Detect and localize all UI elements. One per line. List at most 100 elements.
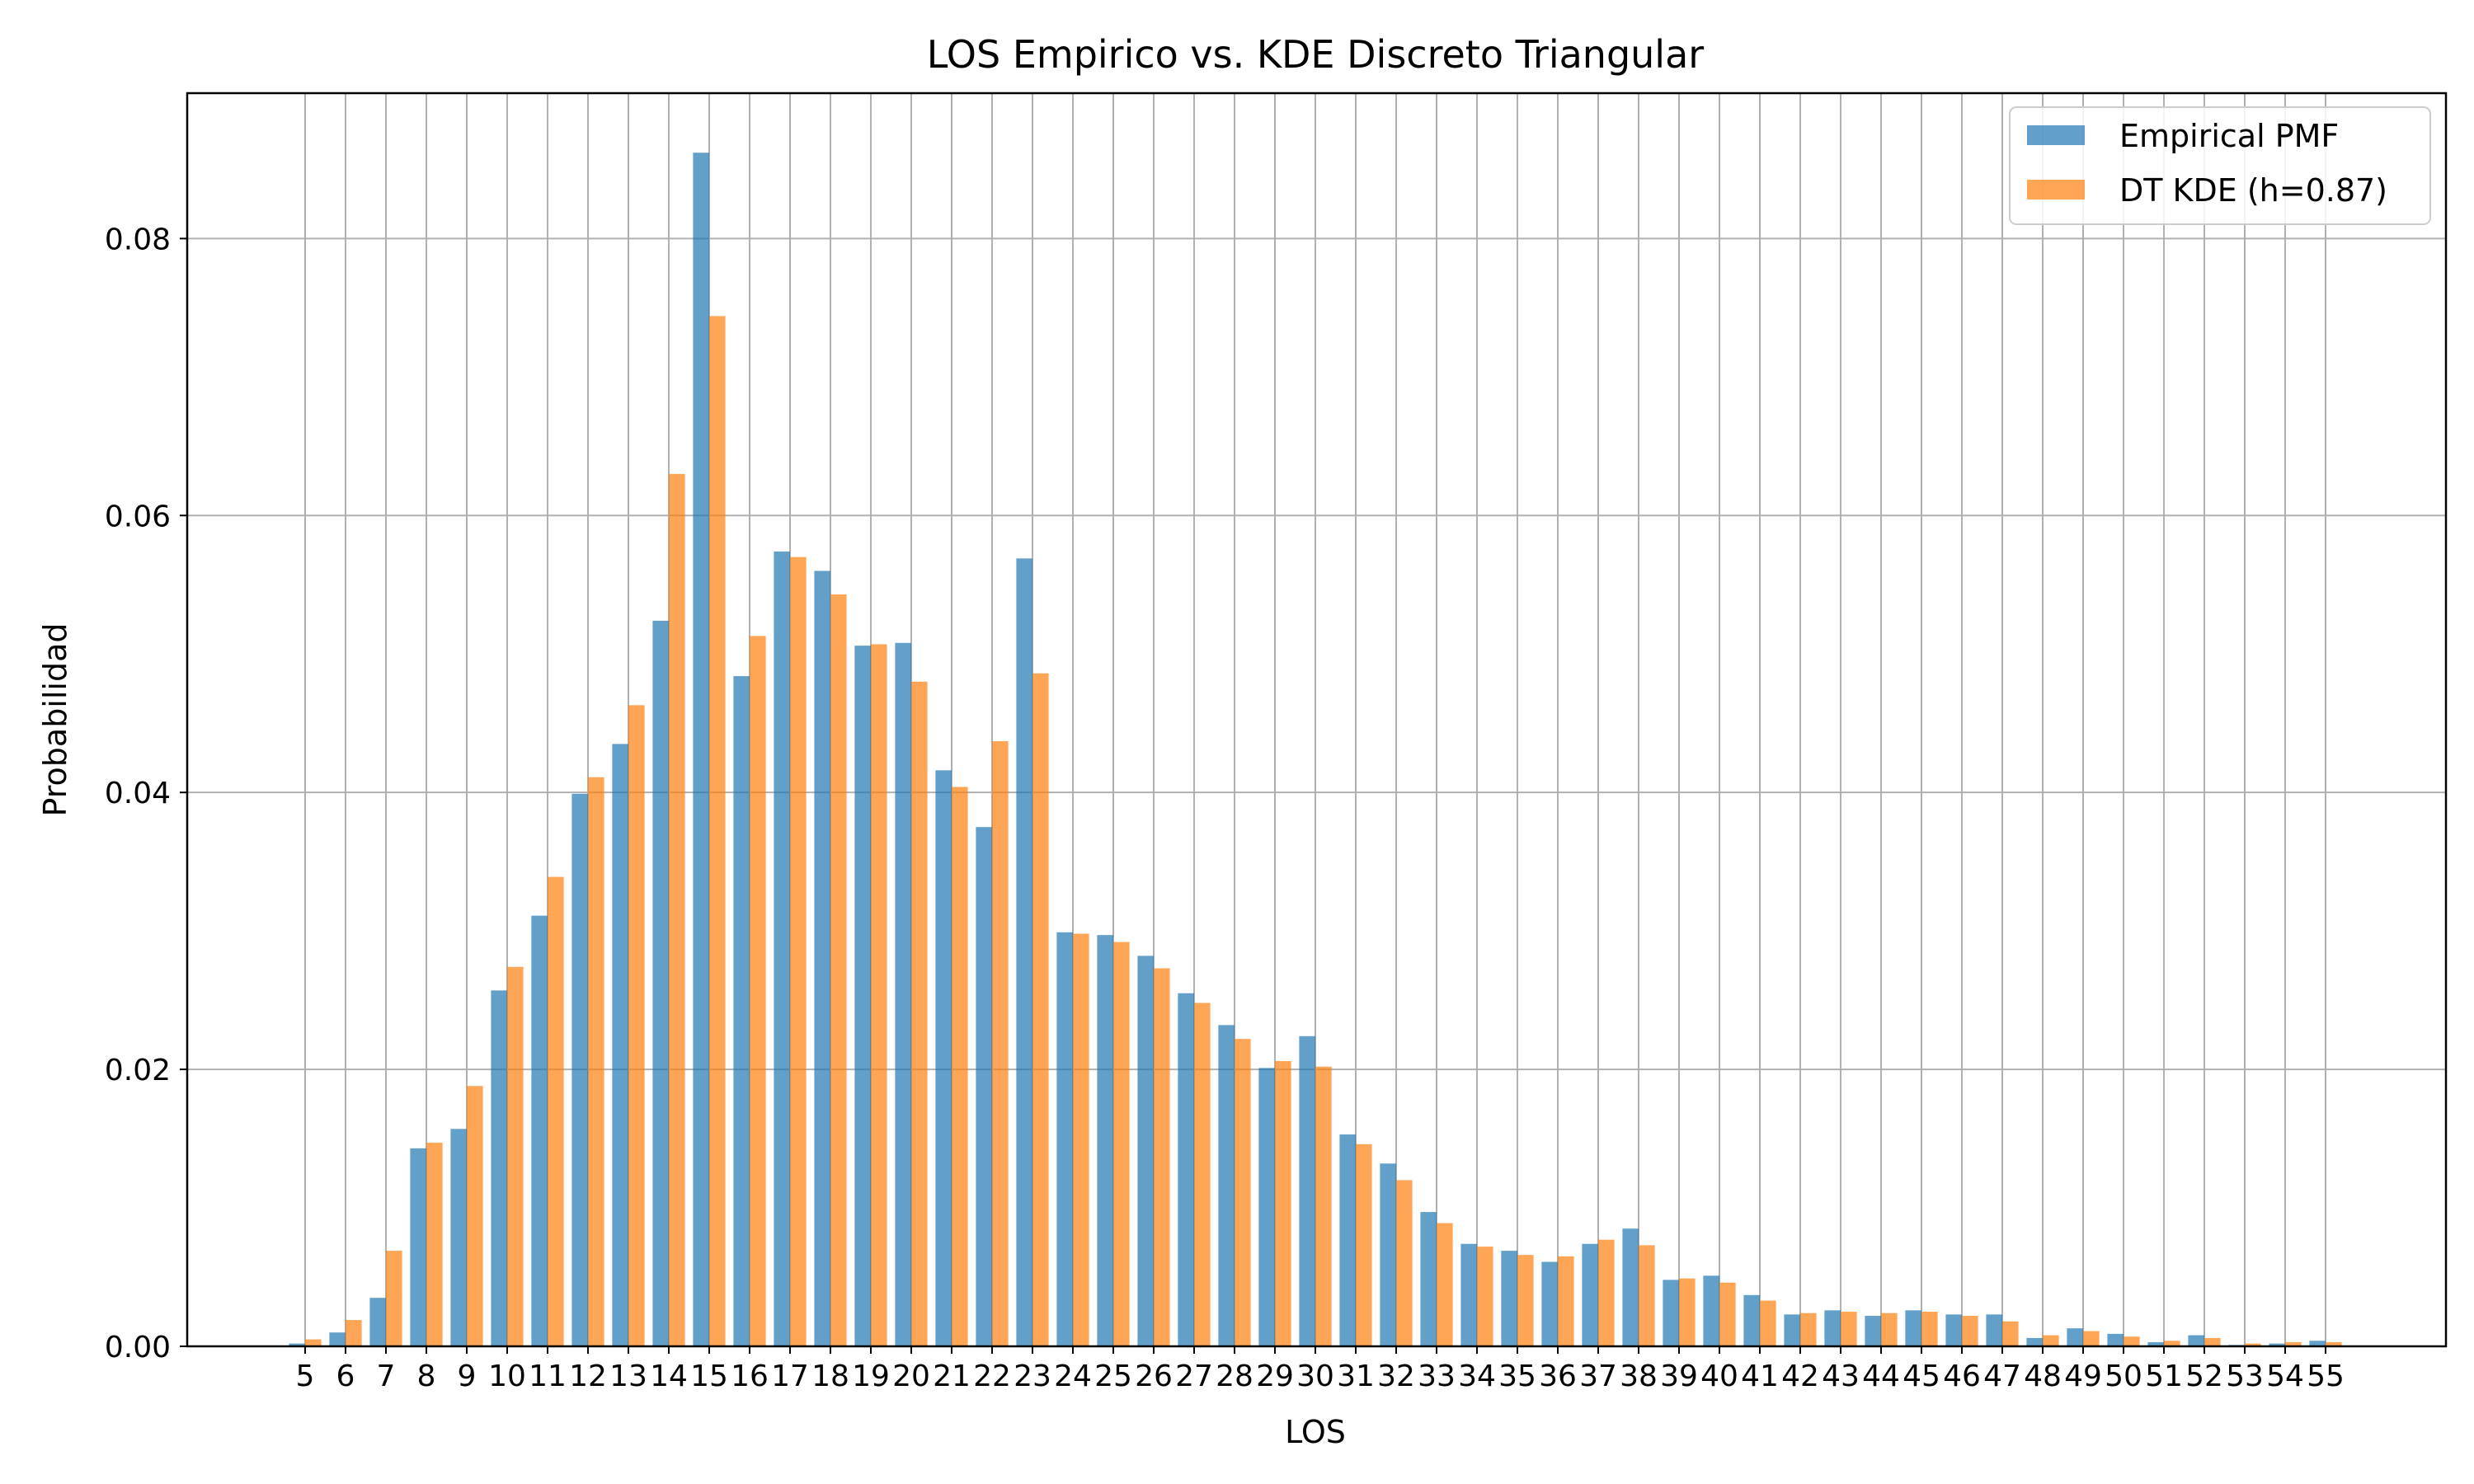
bar-empirical-50 [2107, 1333, 2124, 1346]
bar-kde-13 [628, 705, 645, 1346]
bar-kde-41 [1760, 1300, 1776, 1346]
bar-kde-10 [507, 966, 524, 1346]
bar-empirical-26 [1137, 956, 1154, 1346]
bar-kde-12 [588, 777, 604, 1346]
bar-kde-45 [1921, 1312, 1938, 1346]
bar-kde-37 [1598, 1239, 1615, 1346]
bar-kde-17 [790, 556, 807, 1346]
bar-kde-8 [426, 1143, 443, 1346]
bar-kde-9 [467, 1086, 483, 1346]
bar-empirical-52 [2188, 1335, 2204, 1346]
bar-empirical-23 [1016, 558, 1032, 1346]
bar-empirical-48 [2026, 1337, 2043, 1346]
x-axis-label: LOS [1285, 1414, 1346, 1450]
x-tick-label: 5 [296, 1360, 315, 1393]
legend-box [2009, 106, 2431, 225]
x-tick-label: 27 [1175, 1360, 1213, 1393]
bar-kde-54 [2285, 1341, 2302, 1346]
y-tick-label: 0.02 [105, 1054, 171, 1087]
x-tick-label: 20 [892, 1360, 930, 1393]
x-tick-label: 29 [1256, 1360, 1294, 1393]
bar-empirical-41 [1743, 1294, 1760, 1346]
bar-empirical-19 [854, 646, 871, 1346]
x-tick-label: 50 [2105, 1360, 2142, 1393]
bar-empirical-10 [491, 990, 507, 1346]
x-tick-label: 45 [1903, 1360, 1940, 1393]
bar-kde-20 [911, 681, 928, 1346]
bar-empirical-14 [652, 620, 669, 1346]
bar-empirical-6 [329, 1332, 346, 1346]
x-tick-label: 32 [1377, 1360, 1415, 1393]
x-tick-label: 22 [973, 1360, 1011, 1393]
bar-empirical-28 [1218, 1025, 1235, 1346]
bar-empirical-25 [1097, 935, 1113, 1346]
x-tick-label: 17 [771, 1360, 809, 1393]
bar-kde-53 [2245, 1343, 2261, 1346]
bar-kde-25 [1113, 942, 1130, 1346]
x-tick-label: 41 [1741, 1360, 1779, 1393]
x-tick-label: 33 [1418, 1360, 1456, 1393]
bar-kde-15 [709, 316, 726, 1347]
x-tick-label: 21 [933, 1360, 971, 1393]
x-tick-label: 52 [2185, 1360, 2223, 1393]
x-tick-label: 30 [1296, 1360, 1334, 1393]
bar-kde-49 [2083, 1331, 2100, 1346]
x-tick-label: 38 [1620, 1360, 1658, 1393]
bar-kde-18 [830, 594, 847, 1346]
bar-empirical-15 [693, 153, 709, 1347]
legend-label-kde: DT KDE (h=0.87) [2119, 172, 2387, 209]
x-tick-label: 12 [569, 1360, 607, 1393]
legend-swatch-kde [2027, 180, 2085, 200]
bar-empirical-46 [1945, 1314, 1962, 1346]
bar-kde-14 [669, 473, 685, 1347]
bar-kde-42 [1800, 1313, 1817, 1346]
x-tick-label: 51 [2145, 1360, 2183, 1393]
bar-empirical-51 [2147, 1341, 2164, 1346]
bar-kde-47 [2002, 1321, 2019, 1346]
plot-frame [186, 92, 2448, 1348]
bar-kde-31 [1356, 1144, 1372, 1346]
bar-empirical-49 [2067, 1328, 2083, 1346]
bar-kde-21 [952, 787, 968, 1346]
x-tick-label: 28 [1216, 1360, 1253, 1393]
bar-kde-27 [1194, 1003, 1211, 1346]
bar-kde-51 [2164, 1341, 2180, 1346]
bar-empirical-37 [1582, 1243, 1598, 1346]
x-tick-label: 7 [377, 1360, 396, 1393]
bar-empirical-7 [369, 1298, 386, 1346]
x-tick-label: 48 [2024, 1360, 2062, 1393]
bar-kde-24 [1073, 933, 1089, 1346]
bar-empirical-40 [1703, 1275, 1719, 1346]
bar-empirical-8 [410, 1148, 426, 1346]
x-tick-label: 53 [2226, 1360, 2264, 1393]
bar-kde-11 [548, 876, 564, 1346]
x-tick-label: 46 [1943, 1360, 1981, 1393]
bar-empirical-22 [976, 827, 992, 1346]
bar-kde-46 [1962, 1316, 1978, 1346]
y-axis-label: Probabilidad [37, 622, 73, 816]
x-tick-label: 55 [2307, 1360, 2345, 1393]
bar-kde-28 [1235, 1039, 1251, 1346]
bar-kde-52 [2204, 1337, 2221, 1346]
x-tick-label: 25 [1094, 1360, 1132, 1393]
x-tick-label: 39 [1660, 1360, 1698, 1393]
bar-empirical-42 [1784, 1314, 1800, 1346]
x-tick-label: 13 [609, 1360, 647, 1393]
x-tick-label: 36 [1539, 1360, 1577, 1393]
x-tick-label: 24 [1054, 1360, 1092, 1393]
x-tick-label: 16 [731, 1360, 769, 1393]
bar-empirical-55 [2309, 1341, 2326, 1346]
x-tick-label: 43 [1822, 1360, 1860, 1393]
bar-empirical-20 [895, 642, 911, 1346]
bar-kde-16 [750, 636, 766, 1346]
bar-empirical-39 [1663, 1280, 1679, 1346]
x-tick-label: 31 [1337, 1360, 1375, 1393]
x-tick-label: 44 [1862, 1360, 1900, 1393]
bar-kde-35 [1517, 1255, 1534, 1346]
bar-kde-39 [1679, 1278, 1696, 1346]
bar-empirical-24 [1056, 932, 1073, 1346]
x-tick-label: 15 [690, 1360, 728, 1393]
bar-kde-30 [1315, 1066, 1332, 1346]
bar-kde-19 [871, 644, 887, 1346]
